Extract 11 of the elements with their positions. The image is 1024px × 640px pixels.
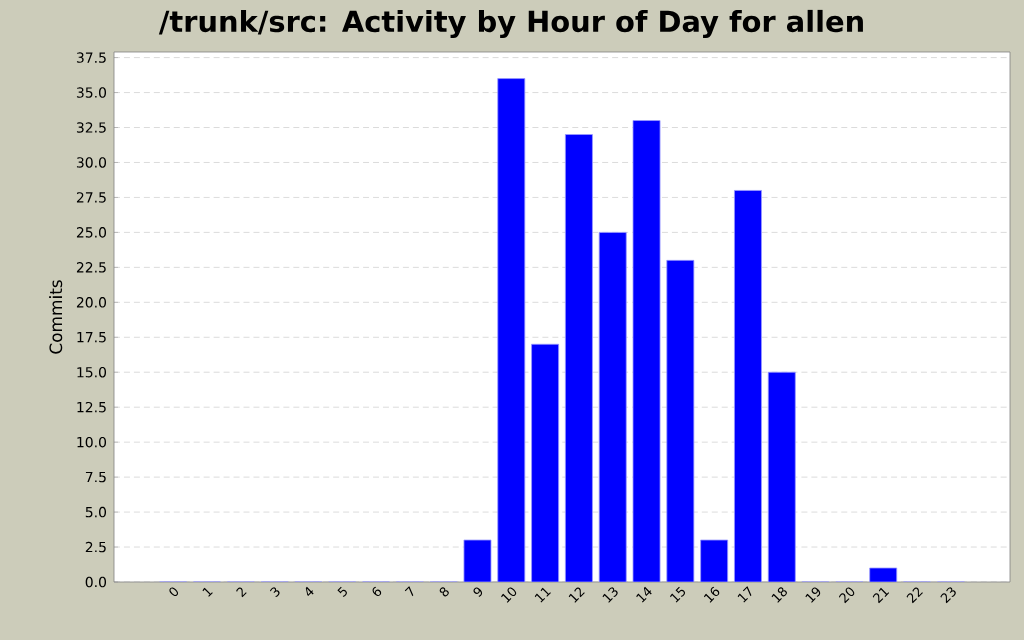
bar: [734, 190, 762, 582]
chart-title: /trunk/src: Activity by Hour of Day for allen: [158, 9, 863, 39]
bar: [497, 78, 526, 582]
bar: [531, 343, 560, 582]
bar: [767, 371, 796, 582]
bar: [598, 231, 627, 582]
bar: [666, 259, 695, 582]
y-axis-title: Commits: [49, 280, 63, 354]
bar: [632, 120, 661, 582]
bar: [565, 134, 593, 582]
bar: [700, 539, 729, 582]
